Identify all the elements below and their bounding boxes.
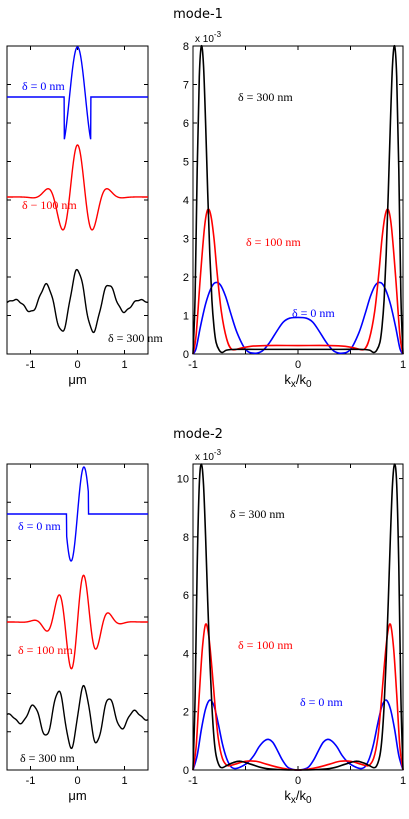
series-annotation: δ = 0 nm <box>18 519 61 533</box>
series-line-delta-300 <box>6 268 148 334</box>
series-line-delta-0 <box>7 466 148 562</box>
x-axis-label: μm <box>68 372 86 387</box>
series-annotation: δ = 100 nm <box>18 643 73 657</box>
y-tick-label: 2 <box>183 272 189 284</box>
y-tick-label: 10 <box>177 474 189 486</box>
y-exponent-power: -3 <box>214 448 222 457</box>
panel-mode-2-profile: -1 0 1 μm δ = 0 nm δ = 100 nm δ = 300 nm <box>6 463 149 803</box>
y-exponent-power: -3 <box>214 30 222 39</box>
series-line-delta-100 <box>192 208 404 355</box>
x-tick-label: -1 <box>188 775 198 787</box>
series-annotation: δ = 100 nm <box>246 235 301 249</box>
x-axis-label: kx/k0 <box>284 788 312 806</box>
y-tick-label: 1 <box>183 311 189 323</box>
title-mode-2: mode-2 <box>173 427 223 442</box>
series-line-delta-100 <box>7 574 148 670</box>
spectrum-frame <box>192 463 404 771</box>
series-annotation: δ = 0 nm <box>292 306 335 320</box>
x-axis-label: kx/k0 <box>284 372 312 390</box>
panel-mode-1-profile: -1 0 1 μm δ = 0 nm δ − 100 nm δ = 300 nm <box>6 45 163 387</box>
series-line-delta-300 <box>192 463 404 771</box>
series-annotation: δ = 300 nm <box>238 90 293 104</box>
x-tick-label: 0 <box>295 775 301 787</box>
x-tick-label: 1 <box>121 359 127 371</box>
title-mode-1: mode-1 <box>173 7 223 22</box>
x-tick-label: -1 <box>26 359 36 371</box>
y-tick-label: 0 <box>183 765 189 777</box>
series-line-delta-0 <box>7 46 148 140</box>
x-tick-label: 0 <box>74 359 80 371</box>
series-annotation: δ = 100 nm <box>238 638 293 652</box>
y-exponent-base: x 10 <box>195 452 214 463</box>
y-exponent-base: x 10 <box>195 34 214 45</box>
series-annotation: δ = 300 nm <box>20 751 75 765</box>
series-line-delta-100 <box>192 623 404 771</box>
y-exponent-label: x 10-3 <box>195 30 222 45</box>
y-tick-label: 7 <box>183 80 189 92</box>
series-line-delta-300 <box>6 684 149 750</box>
y-tick-label: 5 <box>183 157 189 169</box>
y-tick-label: 0 <box>183 349 189 361</box>
series-annotation: δ = 300 nm <box>230 507 285 521</box>
series-annotation: δ − 100 nm <box>22 198 77 212</box>
series-annotation: δ = 0 nm <box>300 695 343 709</box>
y-exponent-label: x 10-3 <box>195 448 222 463</box>
x-tick-label: -1 <box>188 359 198 371</box>
series-line-delta-100 <box>7 144 148 231</box>
y-tick-label: 4 <box>183 195 189 207</box>
x-tick-label: 1 <box>121 775 127 787</box>
y-tick-label: 8 <box>183 41 189 53</box>
series-annotation: δ = 0 nm <box>22 79 65 93</box>
series-line-delta-0 <box>192 699 404 771</box>
series-annotation: δ = 300 nm <box>108 331 163 345</box>
x-axis-label: μm <box>68 788 86 803</box>
y-tick-label: 6 <box>183 590 189 602</box>
x-tick-label: 1 <box>400 359 406 371</box>
y-tick-label: 2 <box>183 707 189 719</box>
x-tick-label: 0 <box>295 359 301 371</box>
y-tick-label: 4 <box>183 648 189 660</box>
x-tick-label: 1 <box>400 775 406 787</box>
y-tick-label: 3 <box>183 234 189 246</box>
x-tick-label: 0 <box>74 775 80 787</box>
y-tick-label: 6 <box>183 118 189 130</box>
series-line-delta-300 <box>192 44 404 355</box>
y-tick-label: 8 <box>183 532 189 544</box>
x-tick-label: -1 <box>26 775 36 787</box>
